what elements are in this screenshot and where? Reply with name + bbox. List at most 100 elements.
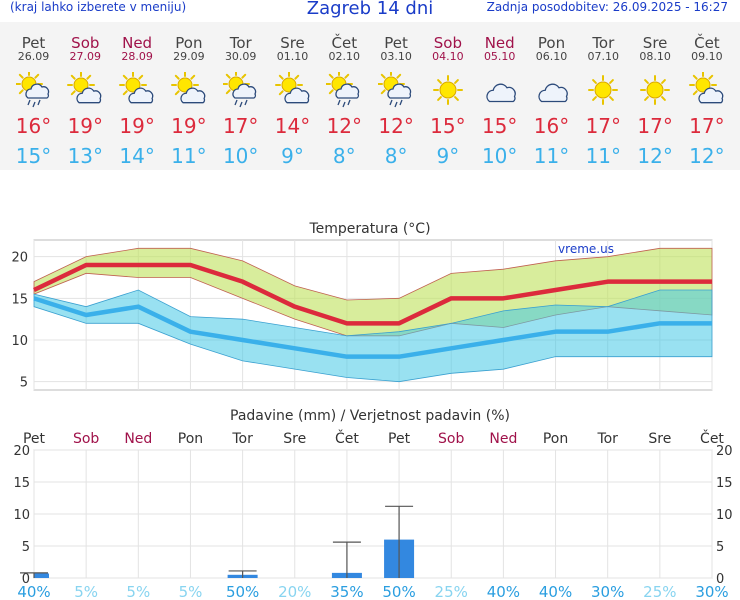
probability-label: 30% <box>695 583 728 600</box>
probability-label: 25% <box>435 583 468 600</box>
probability-label: 5% <box>126 583 150 600</box>
x-tick-label: Pon <box>543 431 568 447</box>
x-tick-label: Pon <box>178 431 203 447</box>
top-bar: (kraj lahko izberete v meniju) Zagreb 14… <box>0 0 740 20</box>
probability-label: 50% <box>226 583 259 600</box>
y-tick-label: 15 <box>13 476 30 491</box>
max-temp: 19° <box>67 114 104 138</box>
last-update: Zadnja posodobitev: 26.09.2025 - 16:27 <box>486 0 728 14</box>
sun-cloud-rain-icon <box>378 72 412 108</box>
max-temp: 17° <box>637 114 673 138</box>
x-tick-label: Pet <box>388 431 411 447</box>
day-date: 30.09 <box>224 50 257 63</box>
probability-label: 40% <box>539 583 572 600</box>
page-title: Zagreb 14 dni <box>306 0 434 19</box>
max-temp: 14° <box>274 114 311 138</box>
max-temp: 12° <box>378 114 414 138</box>
sun-icon <box>432 75 463 105</box>
y-tick-label-right: 20 <box>716 444 733 459</box>
day-name: Sob <box>433 34 462 52</box>
day-column: Sre 08.10 17° 12° <box>629 22 681 170</box>
min-temp-range-band <box>33 289 713 383</box>
max-temp-line <box>33 262 712 326</box>
max-temp: 15° <box>430 114 466 138</box>
probability-label: 40% <box>487 583 520 600</box>
y-tick-label: 20 <box>11 251 28 266</box>
day-date: 27.09 <box>69 50 102 63</box>
probability-label: 5% <box>74 583 98 600</box>
day-date: 29.09 <box>173 50 205 63</box>
day-name: Pet <box>21 34 46 52</box>
day-date: 07.10 <box>587 50 620 63</box>
precipitation-bar <box>34 573 49 578</box>
day-column: Pet 03.10 12° 8° <box>370 22 422 170</box>
cloud-icon <box>537 83 568 103</box>
probability-label: 35% <box>330 583 363 600</box>
day-date: 04.10 <box>432 50 464 63</box>
day-name: Pon <box>537 34 566 52</box>
min-temp: 11° <box>171 144 207 168</box>
day-column: Ned 05.10 15° 10° <box>474 22 526 170</box>
day-date: 01.10 <box>276 50 309 63</box>
sun-cloud-icon <box>119 72 154 104</box>
probability-label: 25% <box>643 583 676 600</box>
sun-icon <box>588 75 619 105</box>
day-date: 28.09 <box>121 50 153 63</box>
day-name: Tor <box>229 34 252 52</box>
day-name: Pon <box>175 34 203 52</box>
y-tick-label: 15 <box>11 292 28 307</box>
day-name: Sre <box>280 34 305 52</box>
x-tick-label: Ned <box>124 431 152 447</box>
y-tick-label: 20 <box>13 444 30 459</box>
day-column: Čet 02.10 12° 8° <box>318 22 370 170</box>
max-temp: 16° <box>15 114 52 138</box>
day-date: 26.09 <box>17 50 50 63</box>
min-temp-line <box>33 296 712 359</box>
day-column: Ned 28.09 19° 14° <box>111 22 163 170</box>
day-column: Čet 09.10 17° 12° <box>681 22 733 170</box>
location-menu-hint[interactable]: (kraj lahko izberete v meniju) <box>10 0 187 14</box>
probability-label: 30% <box>591 583 624 600</box>
probability-label: 20% <box>278 583 311 600</box>
max-temp: 19° <box>171 114 207 138</box>
min-temp: 10° <box>222 144 259 168</box>
day-name: Sob <box>71 34 100 52</box>
day-column: Tor 30.09 17° 10° <box>215 22 267 170</box>
min-temp: 12° <box>689 144 725 168</box>
y-tick-label-right: 0 <box>716 572 724 587</box>
day-date: 09.10 <box>691 50 723 63</box>
max-temp: 17° <box>585 114 622 138</box>
min-temp: 8° <box>384 144 408 168</box>
min-temp: 11° <box>585 144 622 168</box>
day-date: 05.10 <box>483 50 516 63</box>
sun-cloud-icon <box>688 72 724 104</box>
min-temp: 8° <box>332 144 356 168</box>
day-name: Pet <box>384 34 408 52</box>
precipitation-chart: Padavine (mm) / Verjetnost padavin (%) Pe… <box>13 408 733 600</box>
temperature-chart: Temperatura (°C) 5 10 15 20 vreme.us <box>11 221 713 391</box>
x-tick-label: Tor <box>231 431 253 447</box>
watermark: vreme.us <box>558 242 614 256</box>
day-name: Čet <box>331 34 358 52</box>
daily-forecast-strip: Pet 26.09 16° 15° Sob 27.09 19° 13° Ned 28.09 19° 1… <box>0 22 740 170</box>
min-temp: 11° <box>533 144 570 168</box>
y-tick-label-right: 15 <box>716 476 733 491</box>
max-temp: 17° <box>689 114 725 138</box>
x-tick-label: Ned <box>489 431 517 447</box>
x-tick-label: Sre <box>648 431 671 447</box>
day-column: Tor 07.10 17° 11° <box>577 22 629 170</box>
max-temp: 12° <box>326 114 363 138</box>
x-tick-label: Tor <box>596 431 618 447</box>
y-tick-label: 0 <box>22 572 30 587</box>
day-name: Čet <box>694 34 720 52</box>
x-tick-label: Sob <box>438 431 464 447</box>
probability-label: 40% <box>17 583 50 600</box>
sun-cloud-rain-icon <box>222 72 256 108</box>
x-tick-label: Čet <box>700 429 724 447</box>
sun-cloud-rain-icon <box>326 72 360 108</box>
y-tick-label: 10 <box>11 334 28 349</box>
min-temp: 13° <box>67 144 104 168</box>
min-temp: 15° <box>15 144 52 168</box>
sun-cloud-icon <box>67 72 102 104</box>
day-date: 03.10 <box>380 50 412 63</box>
